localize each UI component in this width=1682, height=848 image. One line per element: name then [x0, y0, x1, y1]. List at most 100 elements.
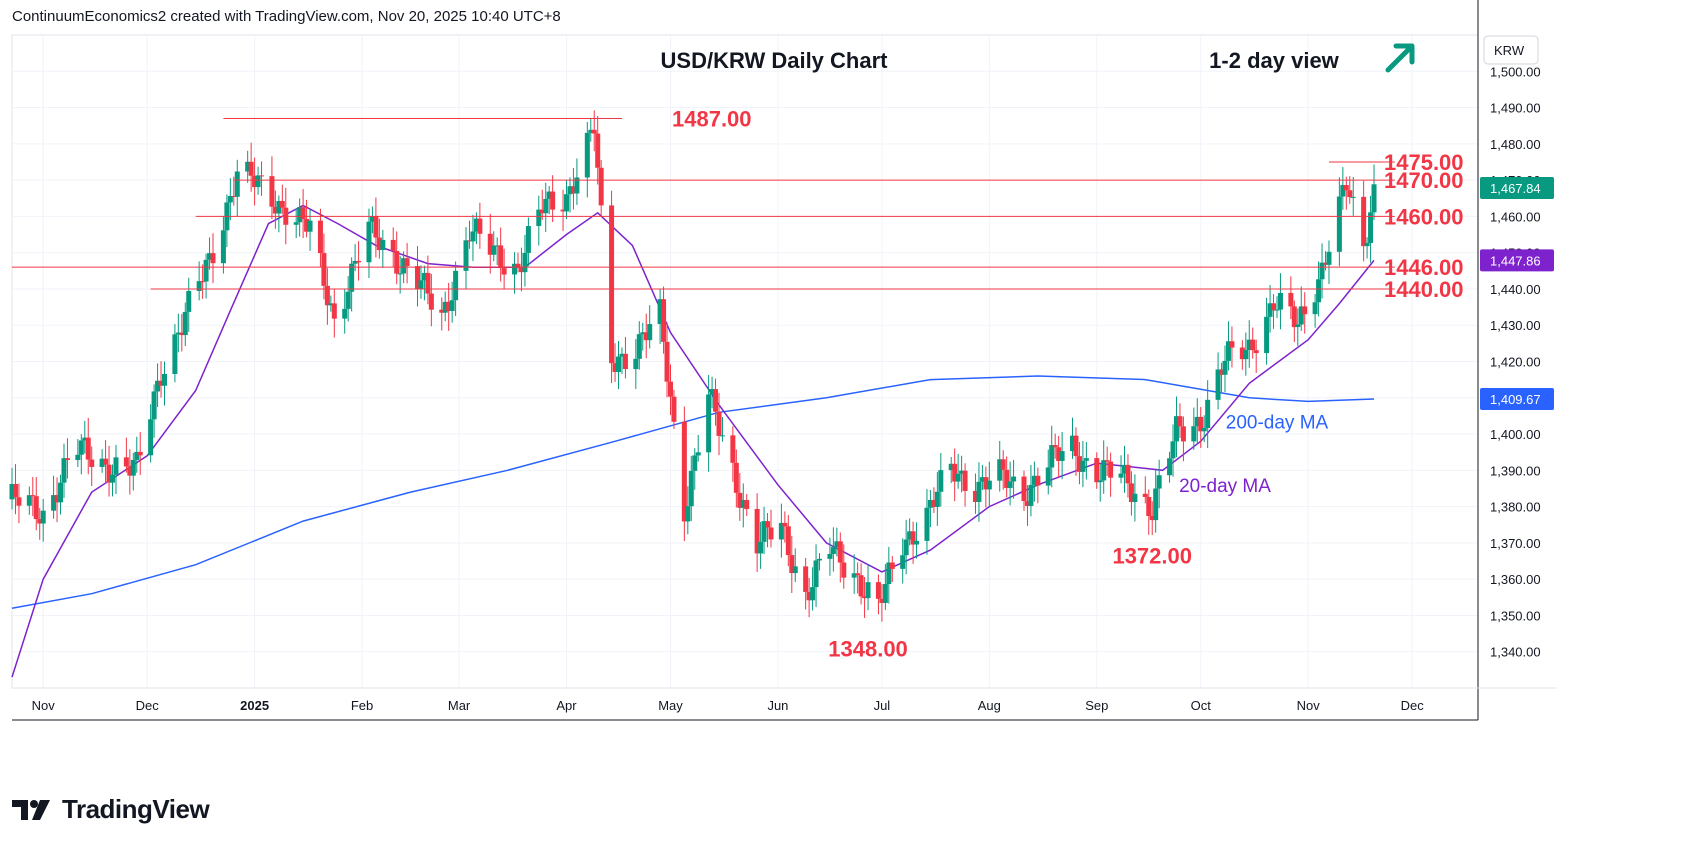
- candle-body: [834, 541, 840, 548]
- candle-body: [595, 133, 601, 168]
- candle-body: [865, 582, 871, 599]
- candle-body: [640, 332, 646, 335]
- candle-body: [1225, 341, 1231, 361]
- candle-body: [862, 596, 868, 599]
- candle-body: [1011, 476, 1017, 482]
- candle-body: [1343, 185, 1349, 191]
- candle-body: [810, 587, 816, 601]
- price-tag-label: 1,467.84: [1490, 181, 1541, 196]
- candle-body: [1024, 501, 1030, 506]
- level-label: 1460.00: [1384, 204, 1464, 229]
- candle-body: [40, 510, 46, 524]
- candle-body: [54, 495, 60, 503]
- candle-body: [1326, 251, 1332, 265]
- candle-body: [89, 459, 95, 467]
- candle-body: [1097, 480, 1103, 483]
- candle-body: [414, 266, 420, 290]
- candle-body: [1156, 475, 1162, 489]
- arrow-shaft: [1385, 45, 1413, 73]
- candle-body: [494, 245, 500, 247]
- candle-body: [695, 452, 701, 456]
- candle-body: [175, 332, 181, 335]
- candle-body: [1142, 493, 1148, 498]
- candle-body: [841, 562, 847, 578]
- candle-body: [622, 353, 628, 370]
- x-tick-label: Dec: [136, 698, 160, 713]
- candle-body: [404, 258, 410, 267]
- candle-body: [616, 356, 622, 372]
- candle-body: [817, 558, 823, 561]
- chart-annotation: 200-day MA: [1226, 413, 1329, 434]
- candle-body: [837, 541, 843, 563]
- candle-body: [1125, 464, 1131, 484]
- candle-body: [179, 332, 185, 336]
- candle-body: [962, 470, 968, 491]
- candle-body: [570, 186, 576, 194]
- candle-body: [1267, 303, 1273, 317]
- candle-body: [1073, 435, 1079, 457]
- arrow-up-right-icon: [1385, 43, 1415, 73]
- candle-body: [664, 341, 670, 382]
- candle-body: [938, 470, 944, 492]
- candle-body: [307, 220, 313, 232]
- candle-body: [959, 470, 965, 474]
- candle-body: [342, 308, 348, 319]
- candle-body: [155, 380, 161, 392]
- candle-body: [158, 380, 164, 386]
- x-tick-label: Aug: [978, 698, 1001, 713]
- candle-body: [234, 171, 240, 197]
- y-tick-label: 1,400.00: [1490, 427, 1541, 442]
- candle-body: [855, 573, 861, 576]
- candle-body: [1153, 488, 1159, 521]
- candle-body: [550, 191, 556, 210]
- candle-body: [1302, 306, 1308, 315]
- candle-body: [227, 195, 233, 203]
- x-axis[interactable]: Nov Dec 2025 Feb Mar Apr May Jun Jul Aug Sep Oct Nov…: [12, 687, 1556, 721]
- candle-body: [1149, 515, 1155, 521]
- candle-body: [1080, 460, 1086, 472]
- candle-body: [501, 268, 507, 275]
- candle-body: [744, 500, 750, 509]
- candle-body: [1250, 339, 1256, 351]
- candle-body: [543, 198, 549, 214]
- candle-body: [1198, 416, 1204, 432]
- candle-body: [709, 389, 715, 395]
- candle-body: [1056, 447, 1062, 461]
- currency-button: [1483, 35, 1539, 65]
- candle-body: [446, 301, 452, 312]
- x-tick-label: Nov: [1297, 698, 1321, 713]
- candle-body: [1274, 309, 1280, 311]
- candle-body: [858, 575, 864, 597]
- candle-body: [487, 233, 493, 255]
- price-tag: [1480, 249, 1554, 272]
- candle-body: [349, 263, 355, 292]
- candle-body: [688, 470, 694, 507]
- candle-body: [449, 300, 455, 312]
- candle-body: [1101, 460, 1107, 481]
- candle-body: [900, 555, 906, 569]
- candle-body: [1035, 475, 1041, 486]
- candle-body: [903, 539, 909, 556]
- candle-body: [1229, 341, 1235, 348]
- y-tick-label: 1,350.00: [1490, 608, 1541, 623]
- candle-body: [647, 324, 653, 341]
- labels-layer: 1348.00 1372.00 200-day MA 20-day MA: [828, 413, 1328, 662]
- candle-body: [584, 132, 590, 178]
- candle-body: [986, 480, 992, 490]
- candle-body: [612, 363, 618, 372]
- candle-body: [491, 245, 497, 255]
- candle-body: [200, 281, 206, 283]
- candle-body: [619, 353, 625, 357]
- candle-body: [373, 216, 379, 238]
- candle-body: [1094, 458, 1100, 483]
- candle-body: [401, 258, 407, 274]
- candle-body: [574, 177, 580, 194]
- y-axis[interactable]: 1,340.00 1,350.00 1,360.00 1,370.00 1,380.00…: [1477, 0, 1554, 720]
- candle-body: [82, 437, 88, 441]
- y-tick-label: 1,340.00: [1490, 645, 1541, 660]
- candle-body: [276, 200, 282, 214]
- candle-body: [12, 483, 18, 498]
- candle-body: [671, 396, 677, 422]
